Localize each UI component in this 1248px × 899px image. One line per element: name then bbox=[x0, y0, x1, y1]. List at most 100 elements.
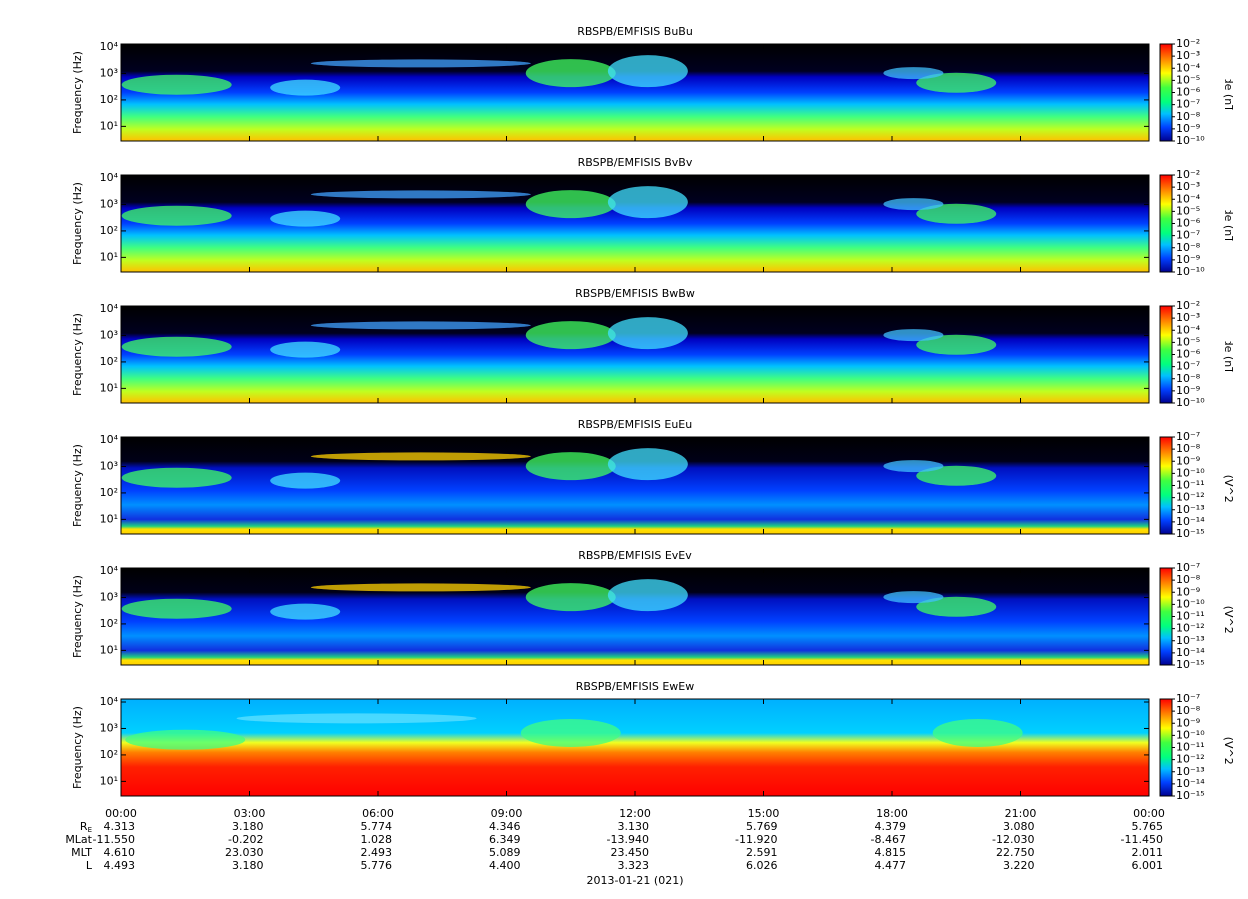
colorbar-tick-label: 10⁻¹¹ bbox=[1176, 741, 1205, 754]
y-tick-label: 10⁴ bbox=[100, 40, 119, 53]
panel: RBSPB/EMFISIS BwBw 10¹ 10² 10³ 10⁴ Frequency … bbox=[71, 287, 1235, 412]
ephemeris-value: 2.591 bbox=[746, 846, 778, 859]
colorbar-tick-label: 10⁻² bbox=[1176, 168, 1200, 181]
panel-title: RBSPB/EMFISIS EuEu bbox=[578, 418, 692, 431]
ephemeris-sub: E bbox=[88, 826, 92, 834]
ephemeris-row-label: RE bbox=[80, 820, 92, 834]
colorbar-tick-label: 10⁻⁴ bbox=[1176, 61, 1201, 74]
y-axis-label: Frequency (Hz) bbox=[71, 182, 84, 265]
colorbar-tick-label: 10⁻⁴ bbox=[1176, 192, 1201, 205]
wave-feature bbox=[520, 718, 621, 747]
y-tick-label: 10² bbox=[100, 748, 118, 761]
colorbar-tick-label: 10⁻¹⁰ bbox=[1176, 134, 1205, 147]
colorbar-tick-label: 10⁻⁷ bbox=[1176, 692, 1200, 705]
colorbar-label: amplitude (V^2/m^2/Hz) bbox=[1222, 416, 1235, 556]
ephemeris-value: -12.030 bbox=[992, 833, 1034, 846]
colorbar-tick-label: 10⁻⁹ bbox=[1176, 585, 1200, 598]
colorbar-tick-label: 10⁻⁹ bbox=[1176, 122, 1200, 135]
colorbar-tick-label: 10⁻¹⁰ bbox=[1176, 597, 1205, 610]
colorbar bbox=[1159, 698, 1173, 797]
colorbar-tick-label: 10⁻⁷ bbox=[1176, 98, 1200, 111]
colorbar bbox=[1159, 436, 1173, 535]
colorbar-tick-label: 10⁻⁹ bbox=[1176, 384, 1200, 397]
x-tick-label: 18:00 bbox=[876, 807, 908, 820]
panel-title: RBSPB/EMFISIS BvBv bbox=[578, 156, 693, 169]
ephemeris-name: L bbox=[86, 859, 93, 872]
ephemeris-value: 3.220 bbox=[1003, 859, 1035, 872]
ephemeris-value: 5.089 bbox=[489, 846, 521, 859]
panel-title: RBSPB/EMFISIS BwBw bbox=[575, 287, 695, 300]
y-tick-label: 10⁴ bbox=[100, 695, 119, 708]
wave-feature bbox=[310, 190, 531, 199]
ephemeris-value: -11.920 bbox=[735, 833, 777, 846]
colorbar-tick-label: 10⁻⁶ bbox=[1176, 217, 1201, 230]
colorbar-tick-label: 10⁻⁵ bbox=[1176, 204, 1200, 217]
x-tick-label: 06:00 bbox=[362, 807, 394, 820]
y-tick-label: 10⁴ bbox=[100, 433, 119, 446]
colorbar-tick-label: 10⁻⁹ bbox=[1176, 454, 1200, 467]
wave-feature bbox=[310, 321, 531, 330]
y-tick-label: 10² bbox=[100, 486, 118, 499]
wave-feature bbox=[270, 341, 341, 358]
wave-feature bbox=[607, 55, 688, 88]
ephemeris-value: 4.493 bbox=[104, 859, 136, 872]
ephemeris-value: 2.493 bbox=[361, 846, 393, 859]
ephemeris-value: -0.202 bbox=[228, 833, 263, 846]
colorbar-tick-label: 10⁻¹⁵ bbox=[1176, 658, 1205, 671]
wave-feature bbox=[607, 579, 688, 612]
ephemeris-value: -13.940 bbox=[607, 833, 649, 846]
y-tick-label: 10¹ bbox=[100, 381, 118, 394]
ephemeris-value: 5.765 bbox=[1132, 820, 1164, 833]
ephemeris-value: 6.026 bbox=[746, 859, 778, 872]
y-tick-label: 10² bbox=[100, 224, 118, 237]
y-axis-label: Frequency (Hz) bbox=[71, 575, 84, 658]
ephemeris-value: 3.323 bbox=[618, 859, 650, 872]
colorbar-tick-label: 10⁻¹² bbox=[1176, 491, 1205, 504]
y-axis-label: Frequency (Hz) bbox=[71, 313, 84, 396]
colorbar-tick-label: 10⁻⁸ bbox=[1176, 372, 1201, 385]
colorbar-tick-label: 10⁻¹⁴ bbox=[1176, 646, 1205, 659]
x-tick-label: 15:00 bbox=[748, 807, 780, 820]
wave-feature bbox=[121, 467, 232, 488]
colorbar bbox=[1159, 567, 1173, 666]
wave-feature bbox=[270, 472, 341, 489]
colorbar-tick-label: 10⁻¹¹ bbox=[1176, 610, 1205, 623]
colorbar-label: amplitude (V^2/m^2/Hz) bbox=[1222, 678, 1235, 818]
colorbar-tick-label: 10⁻⁸ bbox=[1176, 573, 1201, 586]
x-axis-label: 2013-01-21 (021) bbox=[586, 874, 683, 887]
ephemeris-value: 3.180 bbox=[232, 820, 264, 833]
colorbar-tick-label: 10⁻² bbox=[1176, 37, 1200, 50]
colorbar-tick-label: 10⁻⁸ bbox=[1176, 110, 1201, 123]
colorbar-tick-label: 10⁻⁷ bbox=[1176, 360, 1200, 373]
y-tick-label: 10⁴ bbox=[100, 302, 119, 315]
colorbar-tick-label: 10⁻¹⁵ bbox=[1176, 527, 1205, 540]
colorbar-label: amplitude (nT^2/Hz) bbox=[1222, 297, 1235, 412]
wave-feature bbox=[525, 59, 616, 88]
ephemeris-value: -11.450 bbox=[1121, 833, 1163, 846]
wave-feature bbox=[607, 186, 688, 219]
colorbar-tick-label: 10⁻⁷ bbox=[1176, 430, 1200, 443]
wave-feature bbox=[883, 460, 944, 473]
wave-feature bbox=[883, 329, 944, 342]
panel: RBSPB/EMFISIS EwEw 10¹ 10² 10³ 10⁴ Frequency … bbox=[71, 678, 1235, 818]
wave-feature bbox=[270, 603, 341, 620]
ephemeris-value: 5.769 bbox=[746, 820, 778, 833]
x-tick-label: 00:00 bbox=[1133, 807, 1165, 820]
ephemeris-value: 22.750 bbox=[996, 846, 1035, 859]
ephemeris-row-label: L bbox=[86, 859, 93, 872]
ephemeris-name: R bbox=[80, 820, 88, 833]
ephemeris-value: 4.477 bbox=[875, 859, 907, 872]
ephemeris-row-label: MLat bbox=[65, 833, 92, 846]
y-tick-label: 10⁴ bbox=[100, 564, 119, 577]
colorbar-tick-label: 10⁻⁹ bbox=[1176, 253, 1200, 266]
wave-feature bbox=[916, 596, 997, 617]
colorbar-label: amplitude (nT^2/Hz) bbox=[1222, 166, 1235, 281]
colorbar-tick-label: 10⁻⁷ bbox=[1176, 229, 1200, 242]
y-axis-label: Frequency (Hz) bbox=[71, 444, 84, 527]
colorbar-tick-label: 10⁻³ bbox=[1176, 49, 1200, 62]
wave-feature bbox=[525, 321, 616, 350]
y-tick-label: 10³ bbox=[100, 590, 118, 603]
wave-feature bbox=[883, 591, 944, 604]
wave-feature bbox=[525, 452, 616, 481]
wave-feature bbox=[121, 74, 232, 95]
